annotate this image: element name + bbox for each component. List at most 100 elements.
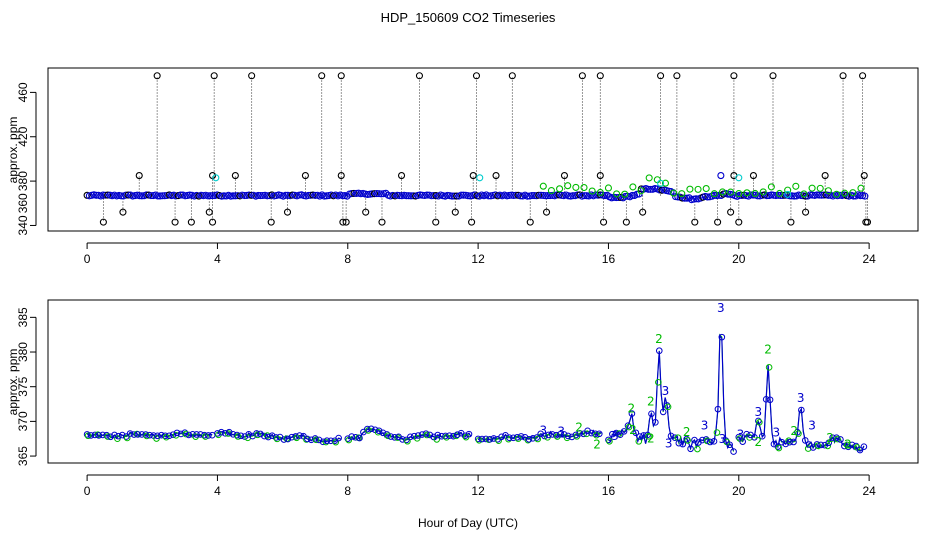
chart-title: HDP_150609 CO2 Timeseries (381, 10, 556, 25)
baseline-point (596, 191, 604, 199)
series-3-point (616, 431, 624, 438)
low-spike-point (267, 218, 275, 226)
green-point (800, 190, 808, 198)
low-spike-point (209, 218, 217, 226)
series-3-point (758, 432, 766, 440)
low-spike-point (378, 218, 386, 226)
x-axis-label: Hour of Day (UTC) (418, 516, 518, 530)
peak-marker: 2 (764, 342, 772, 356)
high-spike-point (673, 72, 681, 80)
green-point (718, 188, 727, 196)
series-3-point (786, 438, 793, 446)
series-2-point (765, 364, 773, 371)
series-3-point (620, 428, 628, 435)
top-y-tick-label: 420 (16, 126, 30, 146)
baseline-point (774, 191, 782, 199)
cyan-point (735, 174, 743, 182)
baseline-point (177, 191, 185, 199)
series-3-point (556, 431, 564, 438)
series-3-point (644, 431, 651, 439)
baseline-point (142, 191, 150, 199)
series-3-point (683, 435, 690, 443)
series-2-point (694, 445, 701, 453)
series-3-point (288, 433, 296, 441)
baseline-point (644, 185, 652, 193)
green-point (759, 188, 767, 196)
top-x-tick-label: 16 (602, 252, 616, 266)
bottom-x-axis: 0 4 8 12 16 20 24 (84, 474, 876, 498)
peak-marker: 2 (655, 332, 663, 346)
series-3-point (103, 431, 110, 439)
series-3-point (375, 427, 383, 435)
baseline-point (448, 192, 456, 200)
high-spike-point (210, 72, 218, 80)
green-point (653, 176, 661, 184)
mid-spike-point (596, 172, 604, 180)
series-2-point (153, 435, 160, 442)
series-3-point (450, 432, 457, 440)
series-3-point (233, 431, 241, 439)
series-3-point (698, 436, 706, 444)
series-3-point (201, 431, 208, 439)
baseline-point (763, 192, 771, 200)
series-marker-glyph: 3 (611, 429, 619, 443)
green-point (841, 189, 849, 197)
series-2-point (224, 430, 232, 437)
bottom-x-tick-label: 20 (732, 484, 746, 498)
series-3-point (833, 434, 840, 441)
series-3-point (652, 419, 659, 426)
series-3-point (465, 430, 473, 438)
series-2-point (202, 433, 209, 440)
baseline-point (569, 192, 577, 200)
series-3-point (667, 432, 675, 440)
green-point (857, 184, 865, 192)
series-3-point (214, 430, 221, 437)
series-2-point (374, 428, 382, 436)
mid-spike-point (231, 172, 239, 180)
series-marker-glyph: 3 (719, 432, 727, 446)
series-3-point (860, 443, 868, 450)
baseline-point (402, 192, 410, 200)
baseline-point (101, 191, 109, 199)
baseline-point (573, 191, 582, 199)
low-spike-point (205, 208, 213, 216)
high-spike-point (337, 72, 345, 80)
baseline-point (377, 190, 385, 198)
baseline-point (373, 190, 381, 198)
series-3-point (130, 431, 138, 438)
baseline-point (615, 193, 623, 202)
series-2-point (143, 432, 151, 440)
green-point (621, 190, 629, 198)
series-marker-glyph: 3 (557, 425, 565, 439)
series-3-point (506, 434, 513, 442)
baseline-point (320, 192, 328, 200)
series-3-point (513, 433, 521, 441)
baseline-point (304, 191, 312, 199)
green-point (808, 184, 816, 192)
series-3-point (739, 438, 746, 445)
baseline-point (99, 191, 107, 199)
baseline-point (612, 194, 620, 202)
green-point (792, 182, 800, 190)
bottom-y-axis-label: approx. ppm (6, 349, 20, 416)
low-spike-point (99, 218, 107, 226)
mid-spike-point (135, 172, 143, 180)
baseline-point (459, 191, 467, 199)
series-2-point (104, 433, 111, 440)
baseline-point (323, 192, 331, 200)
baseline-point (815, 191, 823, 199)
mid-spike-point (749, 172, 757, 180)
low-spike-point (727, 208, 735, 216)
green-point (661, 179, 670, 187)
series-3-point (710, 438, 718, 445)
top-panel: 0 4 8 12 16 20 24 340 360 380 420 460 approx. ppm (6, 67, 919, 266)
series-3-point (311, 435, 319, 442)
series-3-point (605, 436, 612, 444)
high-spike-point (318, 72, 326, 80)
top-data-marks (83, 72, 872, 226)
baseline-point (505, 191, 513, 200)
series-3-point (766, 396, 774, 404)
series-3-point (722, 437, 730, 444)
baseline-point (136, 192, 144, 200)
series-3-point (478, 435, 486, 443)
